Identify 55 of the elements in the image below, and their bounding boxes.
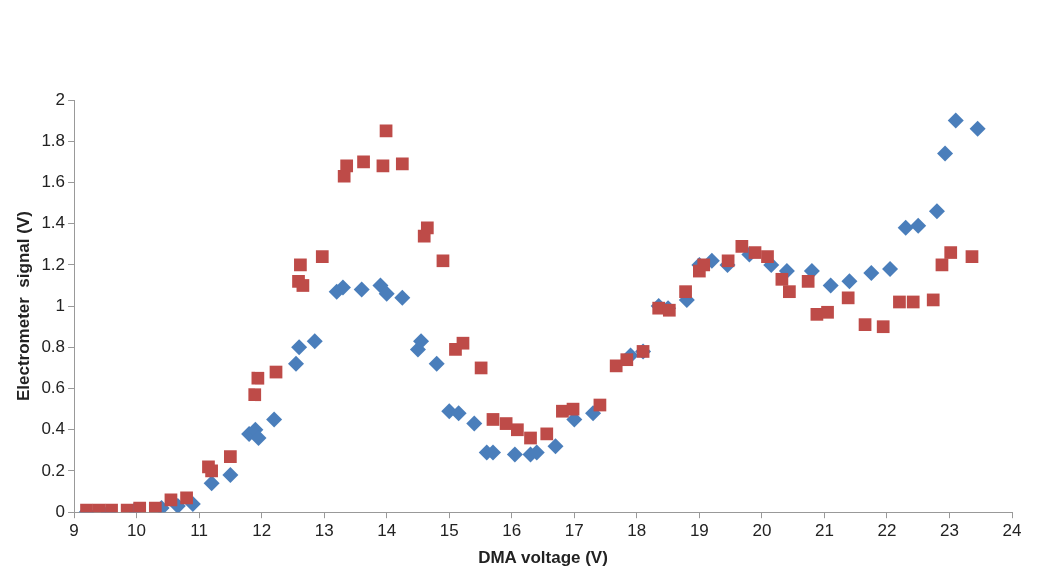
point: [910, 217, 927, 234]
point: [203, 475, 220, 492]
point: [306, 333, 323, 350]
y-tick-label: 0: [55, 501, 66, 521]
y-tick-label: 2: [55, 89, 66, 109]
y-tick-label: 0.4: [41, 419, 66, 439]
x-tick-label: 17: [564, 521, 584, 541]
point: [394, 289, 411, 306]
point: [222, 467, 239, 484]
y-tick-label: 1.2: [41, 254, 66, 274]
x-tick-label: 13: [314, 521, 334, 541]
point: [266, 411, 283, 428]
x-tick-label: 18: [627, 521, 647, 541]
point: [288, 355, 305, 372]
y-tick-label: 1.4: [41, 213, 66, 233]
y-tick-label: 0.6: [41, 378, 66, 398]
y-tick-label: 1: [55, 295, 66, 315]
point: [372, 277, 389, 294]
y-axis-title: Electrometer signal (V): [13, 211, 33, 402]
point: [882, 261, 899, 277]
point: [291, 339, 308, 356]
x-tick-label: 23: [940, 521, 959, 541]
point: [378, 285, 395, 302]
point: [547, 438, 564, 455]
point: [585, 405, 602, 422]
x-tick-label: 9: [69, 521, 79, 541]
point: [353, 281, 370, 298]
x-axis-title: DMA voltage (V): [478, 548, 608, 568]
point: [897, 219, 914, 236]
x-tick-label: 12: [252, 521, 272, 541]
y-tick-label: 0.8: [41, 337, 66, 357]
point: [250, 430, 267, 446]
point: [466, 415, 483, 432]
point: [937, 145, 954, 162]
x-tick-label: 11: [190, 521, 208, 541]
y-tick-label: 1.6: [41, 172, 66, 192]
x-tick-label: 21: [814, 521, 834, 541]
point: [947, 112, 964, 129]
x-tick-label: 20: [752, 521, 772, 541]
x-tick-label: 15: [439, 521, 459, 541]
point: [841, 273, 858, 290]
x-tick-label: 10: [127, 521, 147, 541]
point: [822, 277, 839, 294]
point: [428, 355, 445, 372]
point: [928, 203, 945, 220]
point: [863, 265, 880, 282]
y-tick-label: 1.8: [41, 130, 66, 150]
x-tick-label: 22: [877, 521, 897, 541]
x-tick-label: 24: [1002, 521, 1022, 541]
point: [969, 120, 986, 137]
point: [506, 446, 523, 463]
y-tick-label: 0.2: [41, 460, 66, 480]
x-tick-label: 16: [502, 521, 522, 541]
x-tick-label: 19: [689, 521, 709, 541]
x-tick-label: 14: [377, 521, 397, 541]
